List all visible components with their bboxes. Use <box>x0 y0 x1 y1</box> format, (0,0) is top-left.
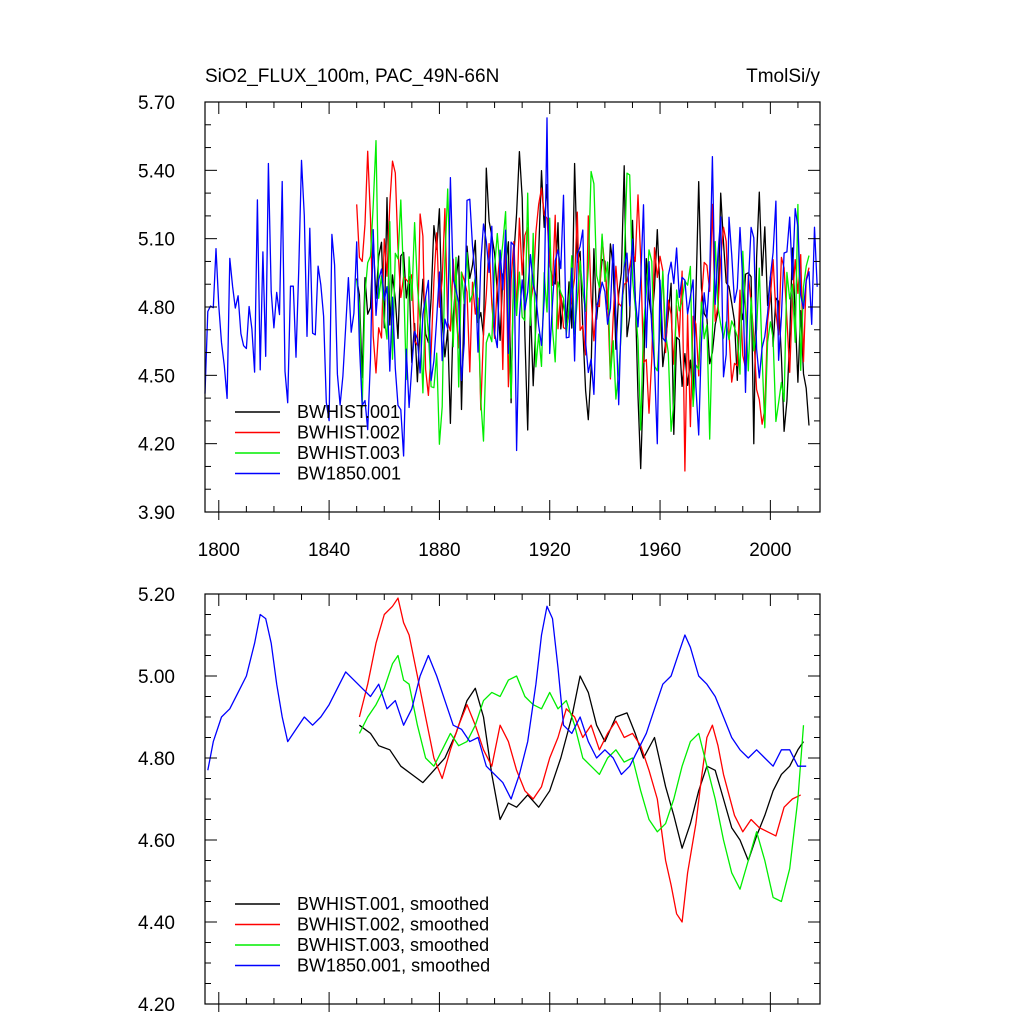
top-x-tick-label: 1960 <box>639 540 681 561</box>
top-x-tick-label: 2000 <box>749 540 791 561</box>
top-legend-label-1: BWHIST.001 <box>297 402 400 422</box>
bottom-legend-label-2: BWHIST.002, smoothed <box>297 915 489 935</box>
top-legend-label-3: BWHIST.003 <box>297 443 400 463</box>
top-series-group <box>204 117 818 472</box>
top-y-tick-label: 5.10 <box>138 230 175 251</box>
top-x-tick-label: 1840 <box>308 540 350 561</box>
bottom-y-tick-label: 4.80 <box>138 749 175 770</box>
bottom-series-line-2 <box>358 597 801 923</box>
top-y-tick-label: 4.80 <box>138 298 175 319</box>
chart-title-left: SiO2_FLUX_100m, PAC_49N-66N <box>205 66 499 87</box>
bottom-axis-labels: 4.20 4.40 4.60 4.80 5.00 5.20 <box>138 585 175 1016</box>
top-legend-label-4: BW1850.001 <box>297 464 401 484</box>
top-x-tick-label: 1800 <box>198 540 240 561</box>
top-y-tick-label: 5.70 <box>138 93 175 114</box>
chart-title-units: TmolSi/y <box>746 66 820 87</box>
top-x-tick-label: 1920 <box>529 540 571 561</box>
bottom-y-tick-label: 5.00 <box>138 667 175 688</box>
top-y-tick-label: 4.50 <box>138 366 175 387</box>
top-y-tick-label: 5.40 <box>138 161 175 182</box>
top-series-line-4 <box>204 117 818 457</box>
top-series-line-2 <box>356 150 810 472</box>
bottom-series-line-3 <box>358 654 805 903</box>
top-series-line-3 <box>356 140 810 445</box>
bottom-series-line-1 <box>359 675 805 862</box>
bottom-y-tick-label: 4.60 <box>138 831 175 852</box>
bottom-legend-label-1: BWHIST.001, smoothed <box>297 894 489 914</box>
top-axis-labels: 3.90 4.20 4.50 4.80 5.10 5.40 5.70 1800 1840 1880… <box>138 93 791 561</box>
top-y-tick-label: 3.90 <box>138 503 175 524</box>
top-legend-label-2: BWHIST.002 <box>297 423 400 443</box>
bottom-legend-label-4: BW1850.001, smoothed <box>297 956 490 976</box>
top-plot-frame <box>204 101 821 513</box>
bottom-legend-label-3: BWHIST.003, smoothed <box>297 935 489 955</box>
top-axis-ticks <box>205 101 820 520</box>
bottom-y-tick-label: 4.40 <box>138 913 175 934</box>
top-y-tick-label: 4.20 <box>138 435 175 456</box>
bottom-plot-frame <box>204 593 821 1005</box>
bottom-series-group <box>207 597 807 923</box>
bottom-panel: 4.20 4.40 4.60 4.80 5.00 5.20 BWHIST.001, smo… <box>138 585 821 1016</box>
bottom-y-tick-label: 5.20 <box>138 585 175 606</box>
bottom-y-tick-label: 4.20 <box>138 995 175 1016</box>
top-panel: SiO2_FLUX_100m, PAC_49N-66N TmolSi/y 3.9… <box>138 66 821 561</box>
bottom-series-line-4 <box>207 605 807 800</box>
top-x-tick-label: 1880 <box>418 540 460 561</box>
